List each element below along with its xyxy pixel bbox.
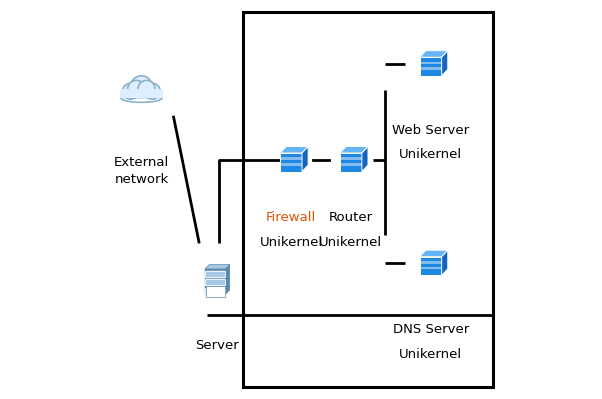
Polygon shape [280,153,302,172]
Text: Router: Router [329,211,373,225]
Text: External
network: External network [114,156,169,186]
Text: Unikernel: Unikernel [399,348,462,361]
Circle shape [131,76,152,97]
FancyBboxPatch shape [205,269,225,294]
FancyBboxPatch shape [206,286,225,297]
Polygon shape [420,67,442,70]
Polygon shape [442,250,448,275]
Polygon shape [205,265,230,269]
Text: Unikernel: Unikernel [399,148,462,162]
FancyBboxPatch shape [205,279,225,285]
Text: Server: Server [195,339,239,352]
Polygon shape [280,146,308,153]
Circle shape [128,80,145,97]
Polygon shape [420,51,448,57]
Polygon shape [420,267,442,269]
Text: Unikernel: Unikernel [259,236,323,249]
Polygon shape [420,250,448,257]
Circle shape [138,80,155,97]
Polygon shape [420,57,442,76]
Polygon shape [420,62,442,64]
Text: Firewall: Firewall [266,211,316,225]
Circle shape [123,83,138,99]
Polygon shape [420,257,442,275]
Polygon shape [340,146,368,153]
Polygon shape [340,163,362,166]
Polygon shape [280,158,302,160]
Polygon shape [420,261,442,264]
Polygon shape [362,146,368,172]
Text: DNS Server: DNS Server [393,323,469,336]
FancyBboxPatch shape [205,288,225,294]
FancyBboxPatch shape [205,271,225,277]
Polygon shape [340,153,362,172]
Polygon shape [121,89,162,98]
Text: Unikernel: Unikernel [319,236,382,249]
Polygon shape [280,163,302,166]
Text: Web Server: Web Server [392,124,469,137]
Polygon shape [340,158,362,160]
Polygon shape [225,265,230,294]
Polygon shape [302,146,308,172]
Polygon shape [120,90,163,99]
Polygon shape [442,51,448,76]
Circle shape [144,83,160,99]
